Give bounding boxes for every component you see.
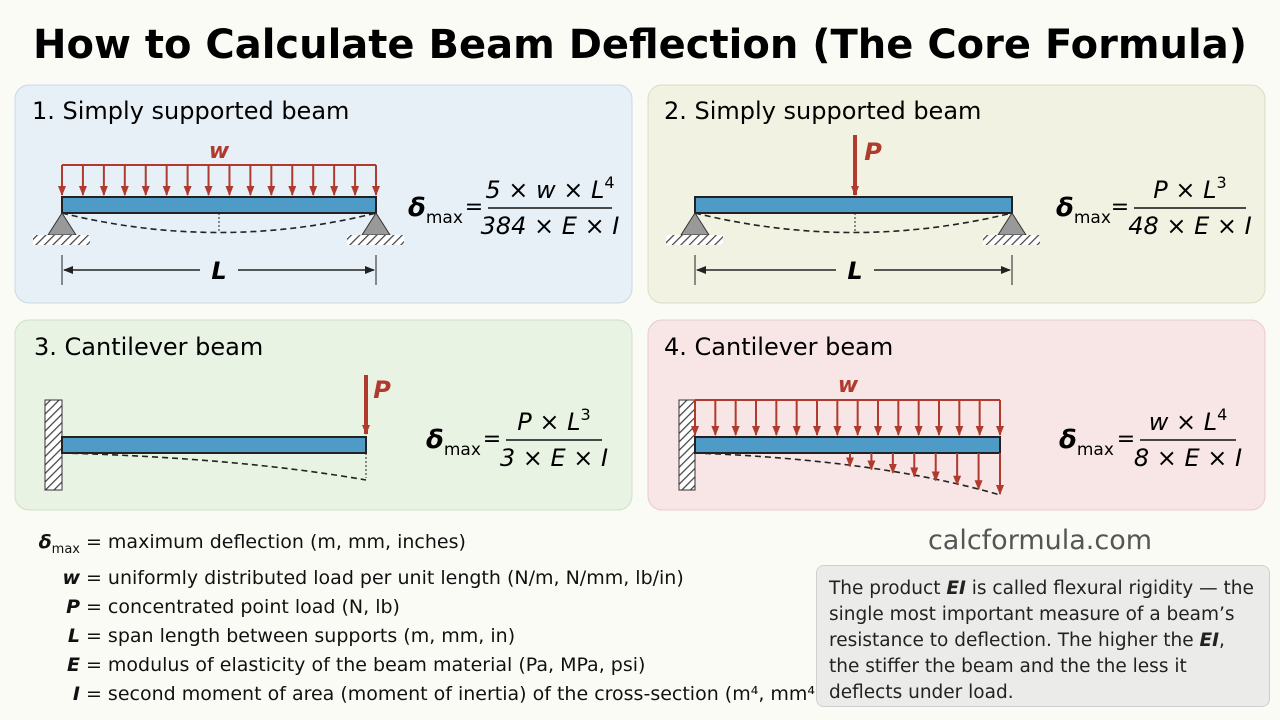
formula-denominator: 384 × E × I [481, 212, 620, 240]
equals: = [86, 682, 102, 705]
panel-title: 3. Cantilever beam [34, 333, 263, 361]
note: The product EI is called flexural rigidi… [816, 565, 1270, 707]
beam-diagram [666, 135, 1040, 285]
definitions: δmax = maximum deflection (m, mm, inches) … [16, 528, 860, 709]
formula-exponent: 4 [1217, 405, 1227, 424]
formula-exponent: 4 [604, 173, 614, 192]
formula-symbol: δmax [1059, 425, 1114, 460]
formula-denominator: 48 × E × I [1128, 212, 1252, 240]
formula-denominator: 8 × E × I [1134, 444, 1242, 472]
subscript: max [51, 541, 80, 557]
definition: w = uniformly distributed load per unit le… [16, 564, 859, 593]
definition-text: modulus of elasticity of the beam materi… [107, 653, 646, 676]
equals: = [86, 531, 102, 553]
equals: = [86, 566, 102, 589]
definition-text: span length between supports (m, mm, in) [107, 624, 516, 647]
formula-equals: = [1117, 427, 1135, 452]
beam-diagram [33, 164, 404, 285]
span-label: L [847, 257, 862, 285]
load-label: w [209, 139, 230, 164]
span-label: L [211, 257, 226, 285]
formula-symbol-char: δ [426, 425, 444, 455]
formula-equals: = [465, 195, 483, 220]
formula-subscript: max [426, 208, 463, 228]
symbol: δ [38, 531, 52, 553]
symbol: E [67, 653, 80, 676]
formula-symbol-char: δ [1056, 193, 1074, 223]
definition-text: second moment of area (moment of inertia… [107, 682, 860, 705]
formula-numerator-text: P × L [517, 408, 580, 436]
page-title: How to Calculate Beam Deflection (The Co… [33, 22, 1247, 68]
formula-numerator-text: 5 × w × L [485, 176, 604, 204]
symbol: w [62, 566, 80, 589]
formula-equals: = [483, 427, 501, 452]
formula-symbol-char: δ [1059, 425, 1077, 455]
definition: δmax = maximum deflection (m, mm, inches) [16, 528, 859, 564]
panel-title: 1. Simply supported beam [32, 97, 349, 125]
definition: L = span length between supports (m, mm, i… [16, 622, 859, 651]
definition: P = concentrated point load (N, lb) [16, 593, 859, 622]
formula-numerator: 5 × w × L4 [485, 173, 614, 204]
note-emphasis: EI [946, 578, 966, 599]
definition-text: uniformly distributed load per unit leng… [107, 566, 684, 589]
beam-diagram [678, 399, 1001, 496]
panel [647, 84, 1266, 304]
panel [647, 319, 1266, 511]
formula-denominator: 3 × E × I [500, 444, 608, 472]
note-text: , the stiffer the beam and the the less … [829, 630, 1225, 703]
formula-symbol: δmax [1056, 193, 1111, 228]
equals: = [86, 595, 102, 618]
panel [14, 319, 633, 511]
note-text: is called flexural rigidity — the single… [829, 578, 1254, 651]
formula-numerator: P × L3 [517, 405, 590, 436]
formula-numerator-text: w × L [1149, 408, 1217, 436]
formula-exponent: 3 [1217, 173, 1227, 192]
load-label: P [864, 138, 882, 166]
formula-exponent: 3 [581, 405, 591, 424]
load-label: w [838, 373, 859, 398]
formula-equals: = [1111, 195, 1129, 220]
load-label: P [373, 376, 391, 404]
definition-text: concentrated point load (N, lb) [107, 595, 400, 618]
note-emphasis: EI [1199, 630, 1219, 651]
formula-symbol: δmax [426, 425, 481, 460]
panel-title: 4. Cantilever beam [664, 333, 893, 361]
symbol: P [66, 595, 80, 618]
formula-subscript: max [1077, 440, 1114, 460]
panel [14, 84, 633, 304]
definition: E = modulus of elasticity of the beam mate… [16, 651, 859, 680]
formula-numerator: P × L3 [1153, 173, 1226, 204]
panel-title: 2. Simply supported beam [664, 97, 981, 125]
symbol: L [67, 624, 80, 647]
formula-subscript: max [444, 440, 481, 460]
definition-text: maximum deflection (m, mm, inches) [107, 531, 466, 553]
symbol: I [72, 682, 80, 705]
formula-numerator-text: P × L [1153, 176, 1216, 204]
formula-numerator: w × L4 [1149, 405, 1228, 436]
website: calcformula.com [927, 525, 1153, 556]
formula-symbol: δmax [408, 193, 463, 228]
equals: = [86, 653, 102, 676]
definition: I = second moment of area (moment of inert… [16, 680, 860, 709]
equals: = [86, 624, 102, 647]
formula-symbol-char: δ [408, 193, 426, 223]
formula-subscript: max [1074, 208, 1111, 228]
note-text: The product [829, 578, 947, 599]
beam-diagram [44, 375, 370, 491]
